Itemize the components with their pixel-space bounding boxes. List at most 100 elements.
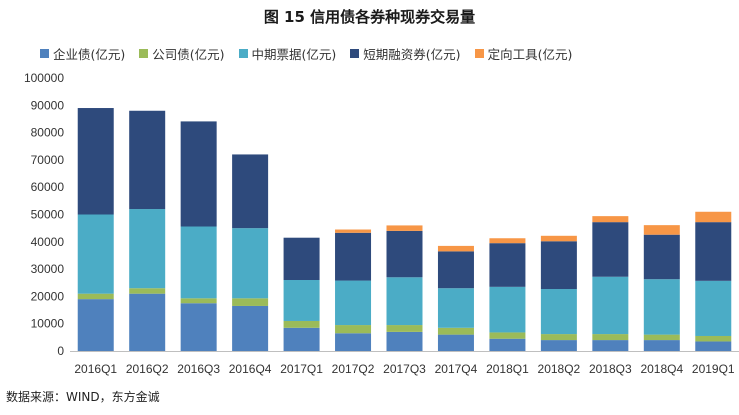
y-tick-label: 90000 bbox=[31, 98, 65, 112]
bar-segment bbox=[232, 305, 269, 351]
x-tick-label: 2016Q1 bbox=[74, 362, 117, 376]
legend-label: 公司债(亿元) bbox=[152, 47, 225, 62]
bar-segment bbox=[129, 288, 166, 294]
x-tick-label: 2019Q1 bbox=[692, 362, 735, 376]
bar-segment bbox=[283, 237, 320, 281]
bar-segment bbox=[437, 251, 474, 289]
legend-item: 企业债(亿元) bbox=[40, 44, 125, 63]
x-tick-label: 2017Q1 bbox=[280, 362, 323, 376]
bar-segment bbox=[77, 293, 114, 300]
bar-segment bbox=[232, 298, 269, 306]
x-tick-label: 2017Q3 bbox=[383, 362, 426, 376]
y-tick-label: 40000 bbox=[31, 235, 65, 249]
bar-segment bbox=[335, 229, 372, 233]
legend-label: 企业债(亿元) bbox=[53, 47, 126, 62]
bar-segment bbox=[180, 298, 217, 304]
bar-segment bbox=[283, 280, 320, 321]
x-tick-label: 2017Q4 bbox=[435, 362, 478, 376]
bar-segment bbox=[643, 234, 680, 280]
bar-segment bbox=[386, 277, 423, 326]
bar-segment bbox=[77, 299, 114, 351]
y-tick-label: 70000 bbox=[31, 153, 65, 167]
bar-segment bbox=[283, 320, 320, 328]
bar-segment bbox=[489, 338, 526, 351]
x-tick-label: 2018Q2 bbox=[538, 362, 581, 376]
bar-segment bbox=[540, 334, 577, 341]
bar-segment bbox=[592, 334, 629, 341]
y-tick-label: 60000 bbox=[31, 180, 65, 194]
legend-item: 短期融资券(亿元) bbox=[350, 44, 461, 63]
bar-segment bbox=[489, 243, 526, 287]
x-tick-label: 2018Q3 bbox=[589, 362, 632, 376]
x-tick-label: 2018Q1 bbox=[486, 362, 529, 376]
legend-swatch bbox=[350, 49, 360, 58]
bar-segment bbox=[592, 340, 629, 351]
bar-segment bbox=[180, 226, 217, 299]
bar-segment bbox=[437, 334, 474, 351]
legend-label: 中期票据(亿元) bbox=[251, 47, 337, 62]
bar-segment bbox=[437, 288, 474, 328]
x-tick-label: 2018Q4 bbox=[640, 362, 683, 376]
bar-segment bbox=[592, 222, 629, 277]
bar-segment bbox=[695, 280, 732, 336]
bar-segment bbox=[386, 225, 423, 231]
bar-segment bbox=[540, 241, 577, 290]
y-tick-label: 50000 bbox=[31, 208, 65, 222]
bar-segment bbox=[643, 334, 680, 341]
bar-segment bbox=[77, 214, 114, 294]
bar-segment bbox=[489, 332, 526, 339]
bar-segment bbox=[695, 211, 732, 223]
legend-item: 定向工具(亿元) bbox=[474, 44, 573, 63]
x-tick-label: 2016Q3 bbox=[177, 362, 220, 376]
legend-swatch bbox=[139, 49, 149, 58]
bar-segment bbox=[335, 325, 372, 334]
bar-segment bbox=[232, 228, 269, 299]
bar-segment bbox=[77, 108, 114, 215]
bar-segment bbox=[386, 331, 423, 351]
bar-segment bbox=[129, 209, 166, 289]
bar-segment bbox=[540, 340, 577, 351]
legend-item: 中期票据(亿元) bbox=[238, 44, 337, 63]
bar-segment bbox=[540, 289, 577, 335]
legend-item: 公司债(亿元) bbox=[139, 44, 225, 63]
legend-swatch bbox=[474, 49, 484, 58]
bar-segment bbox=[643, 340, 680, 351]
y-tick-label: 80000 bbox=[31, 126, 65, 140]
x-tick-label: 2016Q2 bbox=[126, 362, 169, 376]
bar-segment bbox=[695, 341, 732, 351]
bar-segment bbox=[643, 279, 680, 335]
legend-swatch bbox=[238, 49, 248, 58]
bar-segment bbox=[386, 325, 423, 332]
bar-segment bbox=[695, 222, 732, 281]
bar-segment bbox=[180, 303, 217, 351]
y-tick-label: 100000 bbox=[24, 71, 64, 85]
bar-segment bbox=[232, 154, 269, 229]
bar-segment bbox=[335, 232, 372, 281]
y-tick-label: 10000 bbox=[31, 317, 65, 331]
bar-segment bbox=[335, 333, 372, 351]
bar-segment bbox=[129, 110, 166, 210]
bar-segment bbox=[489, 238, 526, 244]
bar-segment bbox=[129, 293, 166, 351]
bar-segment bbox=[335, 280, 372, 326]
bar-segment bbox=[180, 121, 217, 227]
source-note: 数据来源：WIND，东方金诚 bbox=[6, 390, 160, 404]
legend-swatch bbox=[40, 49, 49, 58]
bar-segment bbox=[386, 230, 423, 278]
x-tick-label: 2017Q2 bbox=[332, 362, 375, 376]
bar-segment bbox=[489, 286, 526, 333]
chart-title: 图 15 信用债各券种现券交易量 bbox=[263, 8, 476, 26]
y-tick-label: 30000 bbox=[31, 262, 65, 276]
chart-legend: 企业债(亿元) 公司债(亿元) 中期票据(亿元) 短期融资券(亿元) 定向工具(亿元) bbox=[40, 44, 572, 63]
y-tick-label: 20000 bbox=[31, 289, 65, 303]
x-tick-label: 2016Q4 bbox=[229, 362, 272, 376]
bar-segment bbox=[592, 216, 629, 223]
bar-segment bbox=[592, 276, 629, 335]
legend-label: 短期融资券(亿元) bbox=[363, 47, 461, 62]
legend-label: 定向工具(亿元) bbox=[487, 47, 573, 62]
bar-segment bbox=[283, 327, 320, 351]
bar-segment bbox=[437, 245, 474, 252]
y-tick-label: 0 bbox=[57, 344, 64, 358]
bar-segment bbox=[695, 335, 732, 342]
